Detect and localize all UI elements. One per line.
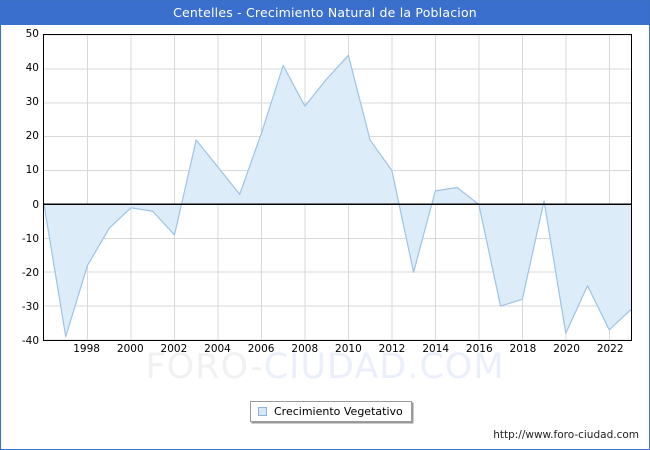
x-tick-label: 2016 xyxy=(465,343,493,355)
y-tick-label: -30 xyxy=(21,300,39,313)
x-tick-label: 2014 xyxy=(422,343,450,355)
legend-label: Crecimiento Vegetativo xyxy=(274,405,403,418)
chart-surface: FORO-CIUDAD.COM 50 40 30 20 10 0 -10 -20 -30 -40 … xyxy=(1,25,649,449)
plot-area xyxy=(43,34,632,341)
chart-legend[interactable]: Crecimiento Vegetativo xyxy=(250,401,412,422)
y-tick-label: 50 xyxy=(25,28,39,40)
x-tick-label: 2006 xyxy=(247,343,275,355)
x-tick-label: 2012 xyxy=(378,343,406,355)
x-axis-labels: 1998 2000 2002 2004 2006 2008 2010 2012 2014 2016… xyxy=(43,341,632,357)
x-tick-label: 2018 xyxy=(509,343,537,355)
page-title: Centelles - Crecimiento Natural de la Po… xyxy=(173,5,477,20)
y-tick-label: -40 xyxy=(21,335,39,347)
x-tick-label: 2008 xyxy=(291,343,319,355)
window-title-bar: Centelles - Crecimiento Natural de la Po… xyxy=(1,1,649,25)
source-url[interactable]: http://www.foro-ciudad.com xyxy=(493,429,639,441)
y-tick-label: 30 xyxy=(25,96,39,109)
y-axis-labels: 50 40 30 20 10 0 -10 -20 -30 -40 xyxy=(1,28,39,347)
y-tick-label: -20 xyxy=(21,266,39,279)
x-tick-label: 2022 xyxy=(596,343,624,355)
y-tick-label: 10 xyxy=(25,164,39,177)
x-tick-label: 2000 xyxy=(116,343,144,355)
y-tick-label: 20 xyxy=(25,130,39,143)
y-tick-label: 0 xyxy=(32,198,39,211)
y-tick-label: 40 xyxy=(25,62,39,75)
y-tick-label: -10 xyxy=(21,232,39,245)
x-tick-label: 2002 xyxy=(160,343,188,355)
legend-swatch-icon xyxy=(258,407,267,416)
series-crecimiento-vegetativo xyxy=(44,54,631,338)
x-tick-label: 2020 xyxy=(553,343,580,355)
x-tick-label: 2004 xyxy=(204,343,231,355)
zero-axis-line xyxy=(44,203,631,206)
x-tick-label: 1998 xyxy=(73,343,100,355)
x-tick-label: 2010 xyxy=(335,343,362,355)
